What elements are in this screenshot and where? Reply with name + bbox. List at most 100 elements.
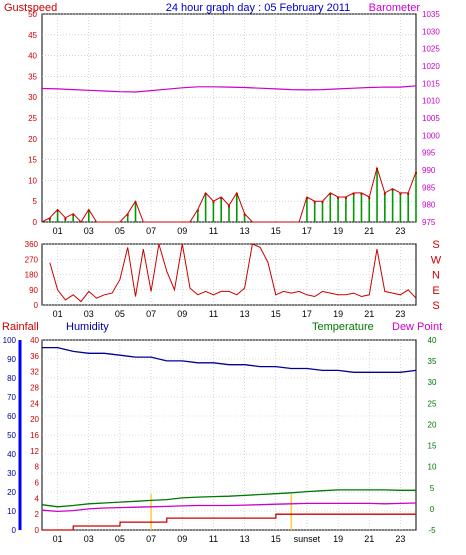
temperature-label: Temperature [312, 321, 374, 333]
barometer-axis-tick-label: 1030 [422, 27, 440, 36]
mid-x-tick-label: 07 [146, 309, 156, 319]
top-x-tick-label: 11 [209, 226, 218, 236]
mid-x-tick-label: 21 [364, 309, 374, 319]
barometer-axis-tick-label: 1000 [422, 131, 440, 140]
top-x-tick-label: 07 [146, 226, 156, 236]
barometer-label: Barometer [369, 2, 421, 14]
gust-axis-tick-label: 0 [33, 218, 38, 227]
top-x-tick-label: 23 [395, 226, 405, 236]
top-x-tick-label: 03 [84, 226, 94, 236]
rain-axis-tick-label: 6 [35, 479, 40, 488]
bottom-x-tick-label: 11 [209, 534, 218, 544]
barometer-axis-tick-label: 1025 [422, 45, 440, 54]
temperature-axis-tick-label: 40 [428, 336, 437, 345]
direction-axis-tick-label: 270 [25, 255, 39, 264]
bottom-x-tick-label: 23 [395, 534, 405, 544]
humidity-axis-tick-label: 20 [7, 488, 16, 497]
rain-axis-tick-label: 4 [35, 494, 40, 503]
mid-x-tick-label: 19 [333, 309, 343, 319]
compass-label: E [432, 285, 439, 297]
gust-axis-tick-label: 15 [28, 156, 37, 165]
barometer-axis-tick-label: 1035 [422, 10, 440, 19]
bottom-x-tick-label: 15 [271, 534, 281, 544]
rain-axis-tick-label: 8 [35, 463, 40, 472]
temperature-axis-tick-label: 0 [430, 505, 435, 514]
humidity-axis-tick-label: 50 [7, 431, 16, 440]
direction-axis-tick-label: 0 [34, 301, 39, 310]
gust-axis-tick-label: 20 [28, 135, 37, 144]
direction-axis-tick-label: 180 [25, 271, 39, 280]
chart-title: 24 hour graph day : 05 February 2011 [166, 2, 350, 14]
bottom-x-tick-label: 07 [146, 534, 156, 544]
bottom-x-tick-label: 09 [177, 534, 187, 544]
dewpoint-series-line [41, 502, 417, 513]
gust-axis-tick-label: 10 [28, 176, 37, 185]
bottom-x-tick-label: 05 [115, 534, 125, 544]
barometer-series-line [41, 85, 417, 93]
temperature-axis-tick-label: 10 [428, 463, 437, 472]
mid-x-tick-label: 23 [395, 309, 405, 319]
barometer-axis-tick-label: 1005 [422, 114, 440, 123]
rain-axis-tick-label: 12 [30, 447, 39, 456]
top-x-tick-label: 19 [333, 226, 343, 236]
mid-x-tick-label: 17 [302, 309, 312, 319]
gustspeed-label: Gustspeed [4, 2, 57, 14]
gust-axis-tick-label: 40 [28, 52, 37, 61]
temperature-axis-tick-label: 35 [428, 357, 437, 366]
temperature-axis-tick-label: 30 [428, 378, 437, 387]
rain-axis-tick-label: 36 [30, 352, 39, 361]
rain-axis-tick-label: 28 [30, 384, 39, 393]
bottom-x-tick-label: 19 [333, 534, 343, 544]
top-x-tick-label: 21 [364, 226, 374, 236]
gust-axis-tick-label: 25 [28, 114, 37, 123]
dewpoint-label: Dew Point [392, 321, 442, 333]
temperature-axis-tick-label: -5 [428, 526, 436, 535]
mid-x-tick-label: 11 [209, 309, 218, 319]
rainfall-label: Rainfall [2, 321, 39, 333]
compass-label: S [432, 300, 439, 312]
temperature-axis-tick-label: 20 [428, 420, 437, 429]
barometer-axis-tick-label: 975 [422, 218, 436, 227]
gust-series-line [41, 166, 417, 223]
bottom-x-tick-label: sunset [294, 534, 321, 544]
bottom-x-tick-label: 21 [364, 534, 374, 544]
barometer-axis-tick-label: 1010 [422, 97, 440, 106]
humidity-label: Humidity [66, 321, 109, 333]
humidity-axis-tick-label: 70 [7, 393, 16, 402]
rain-axis-tick-label: 40 [30, 336, 39, 345]
top-x-tick-label: 17 [302, 226, 312, 236]
barometer-axis-tick-label: 995 [422, 149, 436, 158]
mid-x-tick-label: 01 [53, 309, 63, 319]
rainfall-series-line [42, 513, 416, 531]
top-x-tick-label: 13 [240, 226, 250, 236]
temperature-axis-tick-label: 5 [430, 484, 435, 493]
humidity-temperature-panel: 0102030405060708090100024681216202428323… [3, 336, 437, 544]
bottom-x-tick-label: 03 [84, 534, 94, 544]
rain-axis-tick-label: 16 [30, 431, 39, 440]
top-x-tick-label: 09 [177, 226, 187, 236]
humidity-series-line [42, 346, 417, 373]
rain-axis-tick-label: 20 [30, 415, 39, 424]
humidity-axis-tick-label: 90 [7, 355, 16, 364]
direction-axis-tick-label: 90 [29, 286, 38, 295]
humidity-axis-tick-label: 30 [7, 469, 16, 478]
humidity-axis-tick-label: 100 [3, 336, 17, 345]
barometer-axis-tick-label: 980 [422, 201, 436, 210]
gust-axis-tick-label: 45 [28, 31, 37, 40]
direction-axis-tick-label: 360 [25, 240, 39, 249]
compass-label: N [432, 270, 440, 282]
mid-x-tick-label: 09 [177, 309, 187, 319]
top-x-tick-label: 01 [53, 226, 63, 236]
compass-label: W [431, 254, 442, 266]
mid-x-tick-label: 13 [240, 309, 250, 319]
gust-axis-tick-label: 35 [28, 72, 37, 81]
direction-series-line [49, 243, 417, 303]
mid-x-tick-label: 15 [271, 309, 281, 319]
humidity-axis-tick-label: 0 [12, 526, 17, 535]
mid-x-tick-label: 03 [84, 309, 94, 319]
top-x-tick-label: 15 [271, 226, 281, 236]
bottom-x-tick-label: 13 [240, 534, 250, 544]
top-x-tick-label: 05 [115, 226, 125, 236]
humidity-axis-tick-label: 10 [7, 507, 16, 516]
